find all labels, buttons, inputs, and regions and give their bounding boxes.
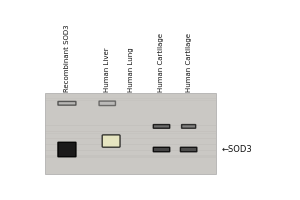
FancyBboxPatch shape [153,147,170,152]
Text: Human Liver: Human Liver [104,47,110,92]
Text: Human Cartilage: Human Cartilage [186,33,192,92]
FancyBboxPatch shape [102,135,120,147]
Bar [45,155,216,156]
Text: Human Lung: Human Lung [128,47,134,92]
Bar [45,156,216,157]
FancyBboxPatch shape [153,125,170,128]
FancyBboxPatch shape [58,142,76,157]
Bar [45,138,216,139]
Bar [45,131,216,132]
Bar [45,150,216,151]
Bar [45,125,216,126]
Bar [45,157,216,158]
Bar [45,144,216,145]
Bar [45,133,216,134]
Text: Human Cartilage: Human Cartilage [158,33,164,92]
FancyBboxPatch shape [180,147,197,152]
Text: Recombinant SOD3: Recombinant SOD3 [64,24,70,92]
Bar [45,100,216,101]
Bar [45,98,216,99]
FancyBboxPatch shape [182,125,196,128]
FancyBboxPatch shape [58,101,76,105]
Text: ←SOD3: ←SOD3 [222,145,253,154]
FancyBboxPatch shape [99,101,116,106]
Bar [45,93,216,174]
